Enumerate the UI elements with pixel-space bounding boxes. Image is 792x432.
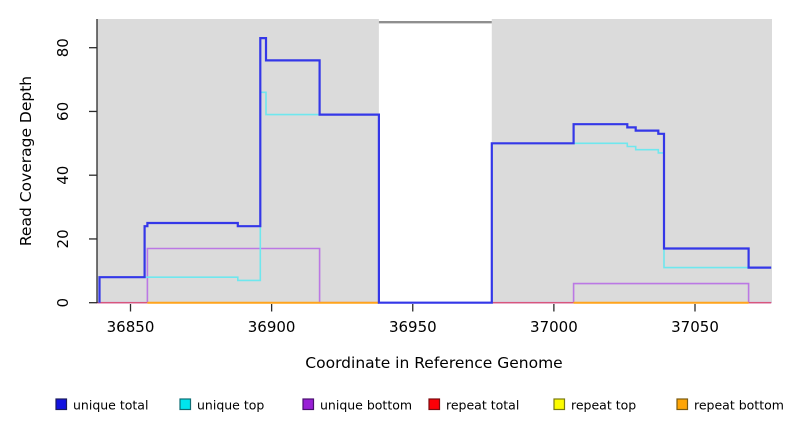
legend-label-unique-bottom: unique bottom [320, 398, 412, 413]
legend-label-repeat-top: repeat top [571, 398, 636, 413]
legend-swatch-unique-bottom [302, 398, 315, 411]
legend-item-unique-top: unique top [179, 398, 264, 413]
x-tick-label: 36950 [389, 318, 437, 336]
x-tick-label: 36900 [248, 318, 296, 336]
legend-swatch-repeat-top [553, 398, 566, 411]
legend-label-repeat-bottom: repeat bottom [694, 398, 784, 413]
y-axis-title: Read Coverage Depth [17, 76, 35, 246]
y-tick-label: 20 [54, 229, 72, 248]
series-layer [96, 37, 772, 304]
y-tick-label: 60 [54, 102, 72, 121]
coverage-gap-region [378, 19, 492, 303]
legend-item-unique-bottom: unique bottom [302, 398, 412, 413]
axes-layer [89, 19, 696, 312]
series-line-unique-total [98, 37, 772, 304]
x-tick-label: 36850 [107, 318, 155, 336]
y-tick-label: 0 [54, 298, 72, 308]
x-tick-label: 37050 [671, 318, 719, 336]
legend-swatch-unique-total [55, 398, 68, 411]
legend: unique total unique top unique bottom repea… [55, 398, 784, 413]
legend-swatch-repeat-bottom [676, 398, 689, 411]
y-tick-label: 40 [54, 166, 72, 185]
legend-label-repeat-total: repeat total [446, 398, 519, 413]
legend-item-repeat-total: repeat total [428, 398, 519, 413]
tick-label-layer: 0 20 40 60 80 36850 36900 36950 37000 37050 [54, 38, 719, 336]
y-tick-label: 80 [54, 38, 72, 57]
legend-label-unique-total: unique total [73, 398, 148, 413]
legend-item-repeat-top: repeat top [553, 398, 636, 413]
legend-swatch-unique-top [179, 398, 192, 411]
legend-item-repeat-bottom: repeat bottom [676, 398, 784, 413]
legend-label-unique-top: unique top [197, 398, 264, 413]
legend-swatch-repeat-total [428, 398, 441, 411]
x-tick-label: 37000 [530, 318, 578, 336]
legend-item-unique-total: unique total [55, 398, 148, 413]
plot-background [97, 19, 772, 303]
x-axis-title: Coordinate in Reference Genome [305, 354, 562, 372]
